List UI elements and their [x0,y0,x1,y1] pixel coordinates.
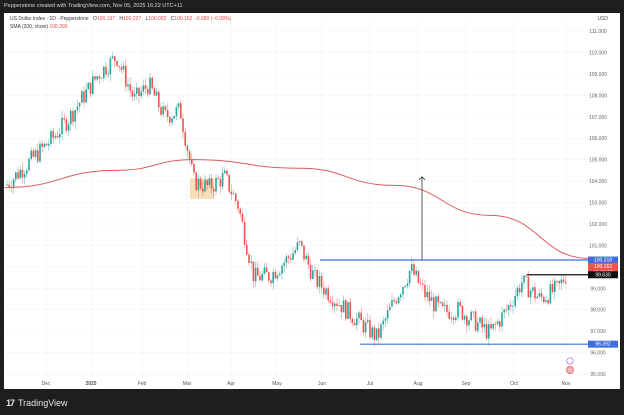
grid-lines [4,20,588,378]
time-tick: Aug [414,381,423,387]
price-tick: 95.000 [590,372,606,378]
price-tick: 102.000 [589,222,607,228]
time-tick: Jun [318,381,326,387]
symbol-title: US Dollar Index · 1D · Pepperstone [10,16,89,22]
time-tick: Dec [42,381,51,387]
price-tick: 106.000 [589,136,607,142]
price-tick: 96.000 [590,351,606,357]
change-value: −0.080 (−0.08%) [193,16,232,22]
price-tick: 105.000 [589,158,607,164]
ohlc-row: US Dollar Index · 1D · Pepperstone O100.… [10,16,232,22]
price-tick: 98.000 [590,308,606,314]
low-value: 100.092 [148,16,167,22]
price-tick: 104.000 [589,179,607,185]
arrow-annotation[interactable] [418,176,426,261]
price-axis[interactable]: 111.000 110.000 109.000 108.000 107.000 106.0… [589,29,607,378]
us-flag-event-icon[interactable] [566,366,574,374]
time-tick: Apr [227,381,235,387]
svg-text:100.318: 100.318 [594,258,612,264]
tradingview-logo-icon: 17 [6,398,15,408]
level-lines[interactable] [320,259,588,345]
price-tick: 111.000 [589,29,607,35]
svg-text:99.630: 99.630 [595,272,611,278]
currency-label: USD [597,16,608,22]
time-tick: Jul [367,381,373,387]
brand-name: TradingView [18,398,68,408]
candlesticks [6,51,567,347]
time-tick: Feb [138,381,147,387]
price-tick: 109.000 [589,72,607,78]
event-icons[interactable] [566,357,574,374]
sma-row: SMA (200, close) 100.390 [10,23,231,31]
price-tick: 108.000 [589,93,607,99]
open-value: 100.197 [96,16,116,22]
time-tick: May [272,381,282,387]
time-tick: Oct [510,381,518,387]
sma-label: SMA (200, close) [10,24,49,30]
chart-panel[interactable] [4,13,620,389]
close-value: 100.162 [174,16,193,22]
sma-200-line [4,159,591,259]
price-tick: 101.000 [589,243,607,249]
time-tick: Sep [462,381,471,387]
lightning-event-icon[interactable] [566,357,574,365]
footer: 17 TradingView [6,396,68,410]
price-tick: 97.000 [590,329,606,335]
time-tick: 2025 [85,381,96,387]
price-tick: 110.000 [589,50,607,56]
time-axis[interactable]: Dec 2025 Feb Mar Apr May Jun Jul Aug Sep Oct Nov [42,381,571,387]
price-tick: 103.000 [589,201,607,207]
svg-text:100.162: 100.162 [594,264,612,270]
time-tick: Mar [183,381,192,387]
svg-text:96.392: 96.392 [595,342,611,348]
price-tick: 107.000 [589,115,607,121]
high-value: 100.227 [123,16,142,22]
chart-legend: US Dollar Index · 1D · Pepperstone O100.… [10,15,231,31]
sma-value: 100.390 [49,24,68,30]
time-tick: Nov [562,381,571,387]
chart-caption: Pepperstone created with TradingView.com… [4,3,183,9]
price-tick: 99.000 [590,286,606,292]
